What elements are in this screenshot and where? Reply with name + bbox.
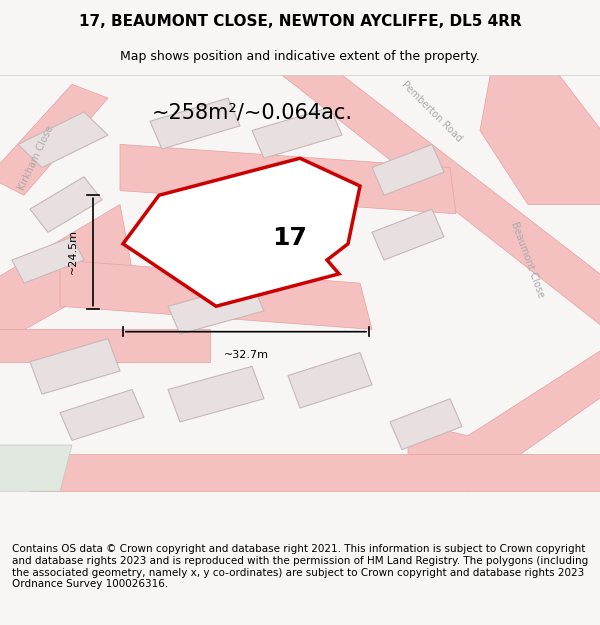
Text: ~258m²/~0.064ac.: ~258m²/~0.064ac. xyxy=(151,102,353,122)
Polygon shape xyxy=(372,144,444,195)
Polygon shape xyxy=(30,177,102,232)
Polygon shape xyxy=(30,454,600,491)
Polygon shape xyxy=(408,343,600,491)
Polygon shape xyxy=(12,237,84,283)
Text: ~24.5m: ~24.5m xyxy=(68,229,78,274)
Text: Pemberton Road: Pemberton Road xyxy=(400,80,464,144)
Polygon shape xyxy=(270,66,600,334)
Polygon shape xyxy=(0,204,132,343)
Text: Contains OS data © Crown copyright and database right 2021. This information is : Contains OS data © Crown copyright and d… xyxy=(12,544,588,589)
Polygon shape xyxy=(150,98,240,149)
Polygon shape xyxy=(168,283,264,334)
Polygon shape xyxy=(372,209,444,260)
Text: Kirkham Close: Kirkham Close xyxy=(17,124,55,192)
Polygon shape xyxy=(252,107,342,158)
Polygon shape xyxy=(288,352,372,408)
Polygon shape xyxy=(150,214,240,264)
Polygon shape xyxy=(0,329,210,362)
Text: ~32.7m: ~32.7m xyxy=(223,350,269,360)
Text: 17, BEAUMONT CLOSE, NEWTON AYCLIFFE, DL5 4RR: 17, BEAUMONT CLOSE, NEWTON AYCLIFFE, DL5… xyxy=(79,14,521,29)
Polygon shape xyxy=(0,84,108,195)
Polygon shape xyxy=(0,445,72,491)
Polygon shape xyxy=(60,389,144,441)
Polygon shape xyxy=(30,339,120,394)
Polygon shape xyxy=(390,399,462,449)
Polygon shape xyxy=(120,144,456,214)
Text: 17: 17 xyxy=(272,226,307,250)
Polygon shape xyxy=(18,112,108,168)
Text: Beaumont Close: Beaumont Close xyxy=(509,221,547,299)
Polygon shape xyxy=(480,66,600,204)
Polygon shape xyxy=(123,158,360,306)
Text: Map shows position and indicative extent of the property.: Map shows position and indicative extent… xyxy=(120,50,480,62)
Polygon shape xyxy=(168,366,264,422)
Polygon shape xyxy=(60,260,372,329)
